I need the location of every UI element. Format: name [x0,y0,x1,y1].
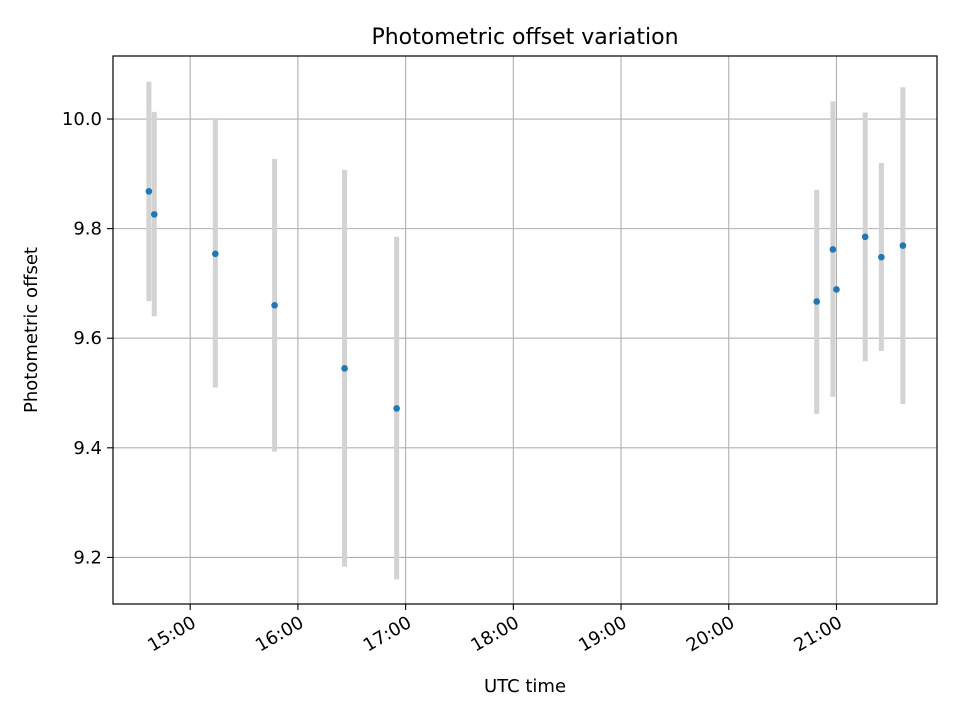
x-axis-label: UTC time [484,676,566,697]
plot-frame [112,55,938,605]
y-tick-label: 10.0 [62,109,102,130]
data-points [145,188,907,412]
data-point [212,250,219,258]
y-tick-label: 9.4 [73,438,102,459]
grid [113,56,937,604]
y-axis-label: Photometric offset [21,247,42,413]
data-point [861,233,869,241]
data-point [341,365,348,372]
data-point [899,242,907,249]
data-point [829,246,837,253]
y-tick-label: 9.8 [73,219,102,240]
data-point [145,188,153,195]
data-point [150,211,158,218]
data-point [833,286,840,293]
y-tick-label: 9.2 [73,547,102,568]
chart-title: Photometric offset variation [371,25,678,50]
data-point [813,298,821,305]
data-point [271,302,278,309]
y-axis-ticks: 9.2 9.4 9.6 9.8 10.0 [62,109,113,568]
data-point [393,405,400,412]
data-point [878,253,885,261]
y-tick-label: 9.6 [73,328,102,349]
